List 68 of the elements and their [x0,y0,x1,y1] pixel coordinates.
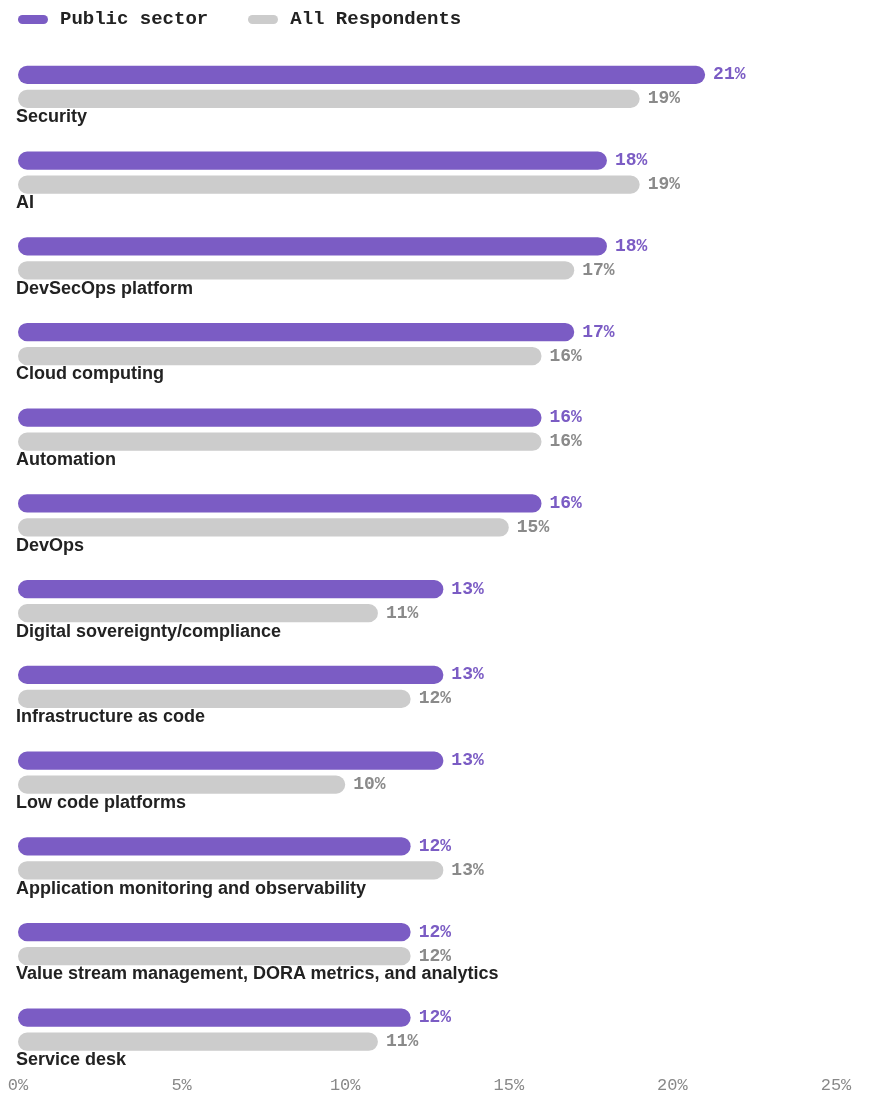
data-label: 19% [647,88,681,109]
data-label: 17% [582,259,615,280]
data-label: 18% [614,150,648,171]
bar [18,837,411,856]
bar [18,432,542,451]
bar [18,65,706,84]
y-tick-label: Automation [16,449,116,470]
x-tick-label: 0% [7,1076,29,1096]
bar [18,946,411,966]
y-tick-label: Value stream management, DORA metrics, and analytics [16,963,499,984]
data-label: 11% [385,602,419,623]
data-label: 15% [516,516,550,537]
bar [18,604,378,623]
bar [18,1032,378,1051]
bar [18,518,509,537]
data-label: 13% [451,859,484,880]
bar [18,494,542,513]
bar [18,151,607,170]
data-label: 16% [549,492,583,513]
y-tick-label: Digital sovereignty/compliance [16,620,282,641]
y-tick-label: Application monitoring and observability [16,877,367,898]
data-label: 18% [614,235,648,256]
data-label: 12% [418,1007,452,1028]
data-label: 16% [549,407,583,428]
bar [18,665,444,684]
bar [18,861,444,880]
x-tick-label: 10% [329,1076,362,1096]
y-tick-label: DevOps [16,534,85,555]
y-tick-label: Cloud computing [16,363,164,384]
bar [18,175,640,194]
bar [18,89,640,108]
data-label: 11% [385,1031,419,1052]
data-label: 16% [549,431,583,452]
y-tick-label: Low code platforms [16,792,187,813]
data-label: 13% [451,578,484,599]
x-tick-label: 20% [657,1076,689,1096]
data-label: 12% [418,835,452,856]
legend-label: Public sector [60,8,209,30]
y-tick-label: DevSecOps platform [16,277,194,298]
bar [18,580,444,599]
y-tick-label: Security [16,106,88,127]
x-tick-label: 15% [493,1076,525,1096]
data-label: 12% [418,921,452,942]
bar [18,346,542,366]
data-label: 12% [418,945,452,966]
data-label: 21% [713,64,746,85]
y-tick-label: AI [16,192,34,213]
data-label: 16% [549,345,583,366]
bar [18,689,411,708]
bar [18,322,575,342]
x-tick-label: 25% [820,1076,853,1096]
data-label: 12% [418,688,452,709]
data-label: 17% [582,321,615,342]
bar [18,408,542,427]
data-label: 19% [647,174,681,195]
legend-label: All Respondents [290,8,462,30]
bar [18,1008,411,1027]
bar [18,922,411,942]
bar [18,261,575,280]
y-tick-label: Infrastructure as code [16,706,206,727]
data-label: 13% [451,750,484,771]
data-label: 13% [451,664,484,685]
data-label: 10% [353,774,386,795]
bar [18,751,444,770]
x-tick-label: 5% [171,1076,193,1096]
bar [18,237,607,256]
bar [18,775,346,794]
y-tick-label: Service desk [16,1049,128,1070]
